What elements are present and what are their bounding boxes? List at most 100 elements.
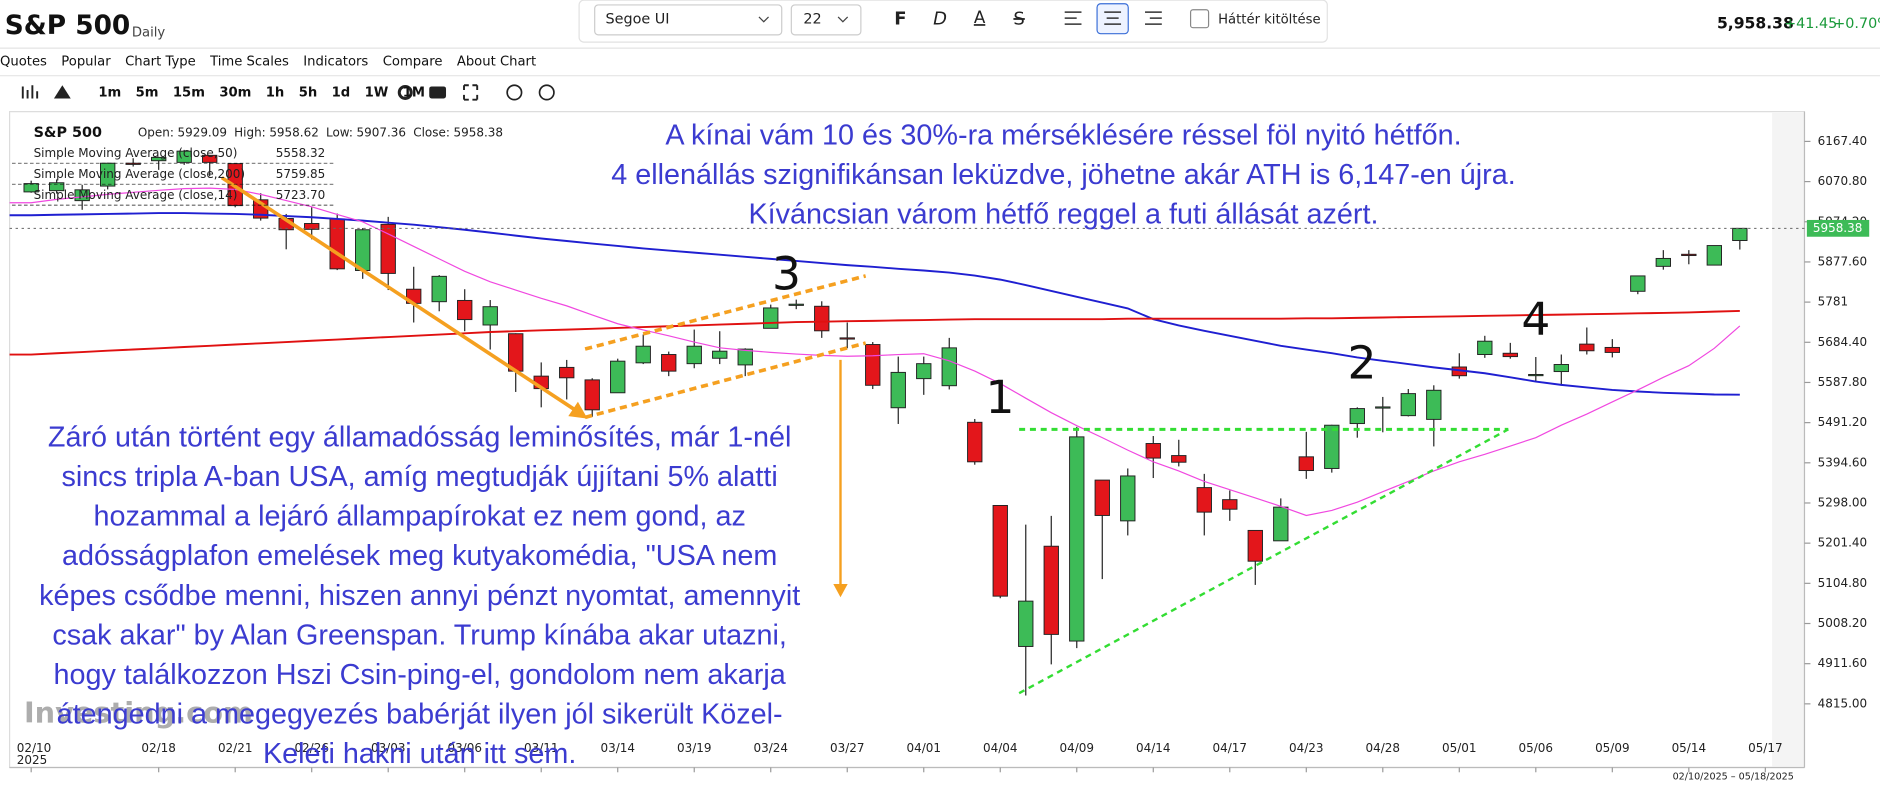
y-tick-label: 5008.20: [1818, 616, 1868, 630]
fullscreen-icon[interactable]: [463, 84, 479, 101]
candle-up: [1400, 393, 1416, 417]
menu-item[interactable]: Chart Type: [125, 54, 196, 69]
menu-item[interactable]: About Chart: [457, 54, 536, 69]
left-note-line: átengedni a megegyezés babérját ilyen jó…: [57, 699, 783, 731]
watermark: Investing.com: [24, 696, 253, 730]
x-tick-label: 05/17: [1748, 741, 1783, 755]
candle-down: [1502, 352, 1518, 358]
left-note-line: Keleti hakni után itt sem.: [263, 738, 576, 770]
menu-item[interactable]: Compare: [383, 54, 443, 69]
candle-up: [1273, 506, 1289, 542]
x-tick-label: 05/01: [1442, 741, 1476, 755]
wave-label: 3: [772, 248, 801, 301]
menu-item[interactable]: Indicators: [303, 54, 368, 69]
y-tick-label: 5587.80: [1818, 375, 1868, 389]
left-note-line: hozammal a lejáró állampapírokat ez nem …: [93, 501, 745, 533]
candle-up: [1732, 227, 1748, 242]
candle-up: [355, 229, 371, 271]
future-zone: [1772, 112, 1805, 767]
timeframe-button[interactable]: 1m: [98, 85, 121, 100]
last-price: 5,958.38: [1717, 15, 1794, 33]
fill-checkbox[interactable]: [1189, 9, 1210, 29]
plot-area: [8, 111, 1806, 769]
timeframe-button[interactable]: 1d: [332, 85, 351, 100]
last-price-label: 5958.38: [1813, 221, 1863, 235]
y-tick-label: 6167.40: [1818, 134, 1868, 148]
candle-up: [431, 275, 447, 303]
date-range: 02/10/2025 – 05/18/2025: [1673, 772, 1794, 783]
x-tick-label: 03/24: [753, 741, 788, 755]
x-tick-label: 04/17: [1213, 741, 1247, 755]
menu-item[interactable]: Quotes: [0, 54, 47, 69]
timeframe-button[interactable]: 15m: [173, 85, 205, 100]
menu-item[interactable]: Time Scales: [209, 54, 289, 69]
download-icon[interactable]: [506, 84, 523, 101]
y-tick-label: 5201.40: [1818, 536, 1868, 550]
candle-down: [1094, 479, 1110, 516]
upload-icon[interactable]: [538, 84, 555, 101]
candle-down: [839, 337, 855, 340]
candle-up: [890, 371, 906, 409]
candle-up: [1630, 275, 1646, 292]
x-tick-label: 02/10: [17, 741, 52, 755]
candle-up: [916, 363, 932, 380]
candle-down: [1171, 455, 1187, 463]
x-tick-label: 04/28: [1366, 741, 1400, 755]
x-tick-label: 04/14: [1136, 741, 1171, 755]
y-tick-label: 5781: [1818, 295, 1848, 309]
arrow-head: [568, 401, 588, 419]
timeframe-button[interactable]: 30m: [219, 85, 251, 100]
font-select[interactable]: [594, 4, 783, 36]
drawings: 1 2 3 4: [220, 176, 1550, 695]
camera-icon[interactable]: [429, 86, 447, 99]
color-button[interactable]: A: [974, 7, 986, 27]
candle-up: [1324, 424, 1340, 469]
candle-down: [1681, 253, 1697, 257]
x-tick-label: 05/09: [1595, 741, 1630, 755]
align-left[interactable]: [1064, 11, 1082, 25]
settings-icon[interactable]: [397, 84, 413, 100]
top-note-line: 4 ellenállás szignifikánsan leküzdve, jö…: [611, 159, 1516, 191]
moving-averages: 5958.38: [9, 187, 1870, 517]
fill-label: Háttér kitöltése: [1218, 11, 1320, 27]
timeframe-button[interactable]: 5m: [136, 85, 159, 100]
y-tick-label: 6070.80: [1818, 174, 1868, 188]
candle-down: [1604, 346, 1620, 353]
candle-up: [635, 345, 651, 364]
bold-button[interactable]: F: [894, 8, 906, 29]
candle-up: [1706, 245, 1722, 266]
timeframe-button[interactable]: 1M: [403, 85, 425, 100]
legend-series-name: Simple Moving Average (close,50): [34, 146, 238, 160]
x-tick-label: 03/27: [830, 741, 865, 755]
moving-average-line: [9, 309, 1740, 356]
align-right[interactable]: [1145, 11, 1162, 25]
candle-up: [1426, 389, 1442, 420]
left-note-line: csak akar" by Alan Greenspan. Trump kíná…: [52, 619, 787, 651]
top-note-line: Kíváncsian várom hétfő reggel a futi áll…: [749, 199, 1379, 231]
candle-up: [686, 345, 702, 365]
x-tick-label: 02/21: [218, 741, 253, 755]
y-tick-label: 5491.20: [1818, 415, 1868, 429]
candle-up: [1477, 340, 1493, 355]
timeframe-button[interactable]: 1h: [266, 85, 285, 100]
x-tick-label: 03/06: [447, 741, 482, 755]
legend-value: 5907.36: [357, 126, 406, 140]
price-change: +41.45: [1784, 16, 1837, 32]
instrument-title: S&P 500: [5, 11, 130, 41]
timeframe-button[interactable]: 1W: [365, 85, 389, 100]
candle-up: [737, 348, 753, 366]
candle-up: [788, 303, 804, 306]
candle-up: [151, 156, 167, 162]
size-select[interactable]: [790, 4, 862, 36]
menu-item[interactable]: Popular: [61, 54, 111, 69]
italic-button[interactable]: D: [933, 8, 947, 29]
area-type-icon[interactable]: [53, 85, 71, 99]
channel-lower: [584, 341, 867, 420]
candle-down: [992, 504, 1008, 597]
strike-button[interactable]: S: [1013, 8, 1024, 29]
candle-up: [74, 189, 90, 202]
candle-up: [1018, 600, 1034, 647]
timeframe-button[interactable]: 5h: [299, 85, 318, 100]
dropdown-icon: [837, 16, 849, 23]
candle-type-icon[interactable]: [21, 85, 39, 99]
